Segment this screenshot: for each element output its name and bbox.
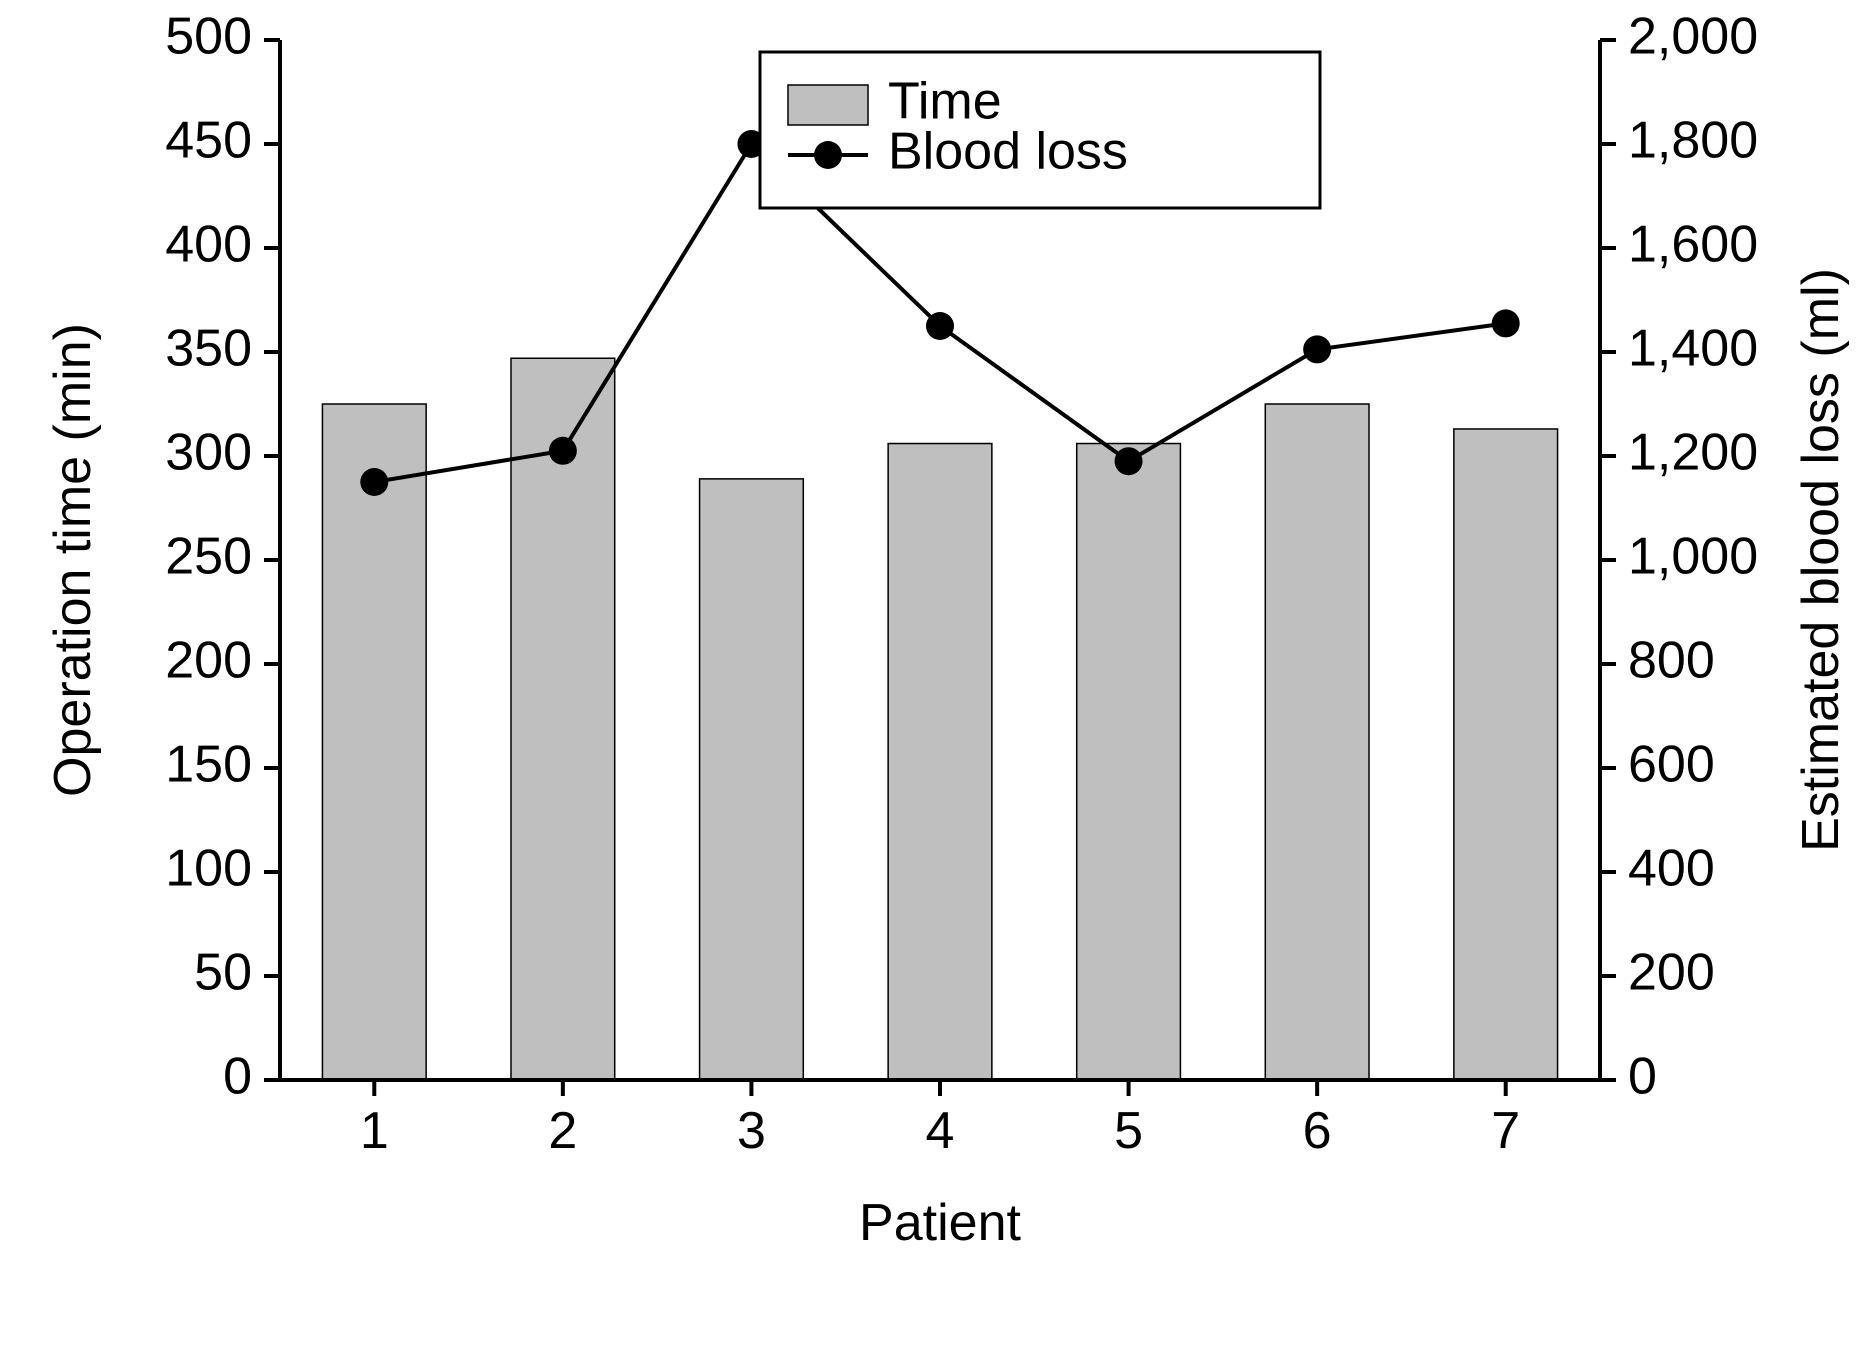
y-left-tick-label: 200 — [165, 632, 252, 690]
bar — [322, 404, 426, 1080]
line-marker — [926, 312, 954, 340]
y-left-tick-label: 50 — [194, 944, 252, 1002]
bar — [511, 358, 615, 1080]
y-right-axis: 0 200 400 600 800 1,000 1,200 1,400 1,600 1,800 2,… — [1600, 8, 1758, 1106]
y-left-axis: 0 50 100 150 200 250 300 350 400 450 500 — [165, 8, 280, 1106]
y-left-tick-label: 300 — [165, 424, 252, 482]
legend-item-label: Blood loss — [888, 123, 1128, 181]
legend: TimeBlood loss — [760, 52, 1320, 208]
y-right-tick-label: 600 — [1628, 736, 1715, 794]
y-right-tick-label: 1,400 — [1628, 320, 1758, 378]
y-left-tick-label: 500 — [165, 8, 252, 66]
x-tick-label: 2 — [548, 1102, 577, 1160]
y-right-tick-label: 0 — [1628, 1048, 1657, 1106]
bar — [700, 479, 804, 1080]
y-right-axis-label: Estimated blood loss (ml) — [1792, 268, 1850, 852]
legend-swatch-bar — [788, 85, 868, 125]
line-marker — [1303, 335, 1331, 363]
legend-swatch-marker — [814, 141, 842, 169]
y-left-axis-label: Operation time (min) — [44, 323, 102, 797]
y-left-tick-label: 150 — [165, 736, 252, 794]
y-left-tick-label: 350 — [165, 320, 252, 378]
y-right-tick-label: 1,200 — [1628, 424, 1758, 482]
y-left-tick-label: 250 — [165, 528, 252, 586]
y-right-tick-label: 2,000 — [1628, 8, 1758, 66]
y-left-tick-label: 450 — [165, 112, 252, 170]
line-marker — [549, 437, 577, 465]
y-left-tick-label: 100 — [165, 840, 252, 898]
y-right-tick-label: 1,600 — [1628, 216, 1758, 274]
bar — [888, 444, 992, 1080]
bar — [1454, 429, 1558, 1080]
x-tick-label: 3 — [737, 1102, 766, 1160]
y-right-tick-label: 1,800 — [1628, 112, 1758, 170]
y-left-tick-label: 400 — [165, 216, 252, 274]
y-right-tick-label: 800 — [1628, 632, 1715, 690]
bar — [1265, 404, 1369, 1080]
bars-group — [322, 358, 1557, 1080]
bar — [1077, 444, 1181, 1080]
x-tick-label: 1 — [360, 1102, 389, 1160]
chart: Operation time (min) Estimated blood los… — [0, 0, 1874, 1348]
line-marker — [360, 468, 388, 496]
y-left-tick-label: 0 — [223, 1048, 252, 1106]
x-axis-label: Patient — [859, 1194, 1021, 1252]
x-axis: 1 2 3 4 5 6 7 — [280, 1080, 1600, 1160]
x-tick-label: 4 — [926, 1102, 955, 1160]
line-marker — [1492, 309, 1520, 337]
y-right-tick-label: 400 — [1628, 840, 1715, 898]
y-right-tick-label: 1,000 — [1628, 528, 1758, 586]
line-marker — [1115, 447, 1143, 475]
x-tick-label: 7 — [1491, 1102, 1520, 1160]
x-tick-label: 5 — [1114, 1102, 1143, 1160]
x-tick-label: 6 — [1303, 1102, 1332, 1160]
y-right-tick-label: 200 — [1628, 944, 1715, 1002]
